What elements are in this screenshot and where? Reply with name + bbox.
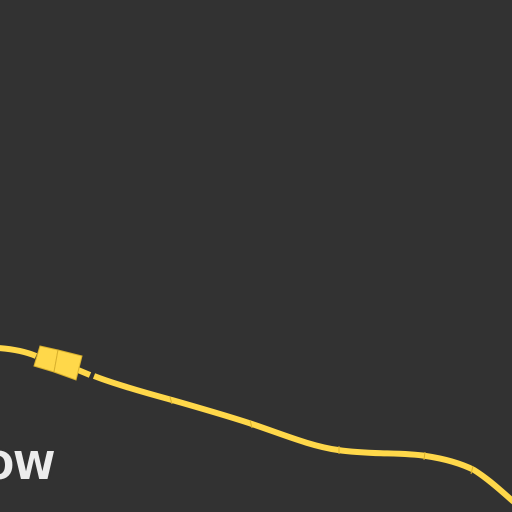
highway-road-west[interactable] [0, 345, 38, 359]
highway-road-east[interactable] [92, 373, 512, 505]
place-label[interactable]: OW [0, 444, 55, 488]
highway-connector[interactable] [76, 367, 92, 378]
road-segment-dividers [169, 396, 474, 475]
interchange-block-right[interactable] [53, 349, 83, 381]
highway-interchange[interactable] [33, 345, 83, 381]
